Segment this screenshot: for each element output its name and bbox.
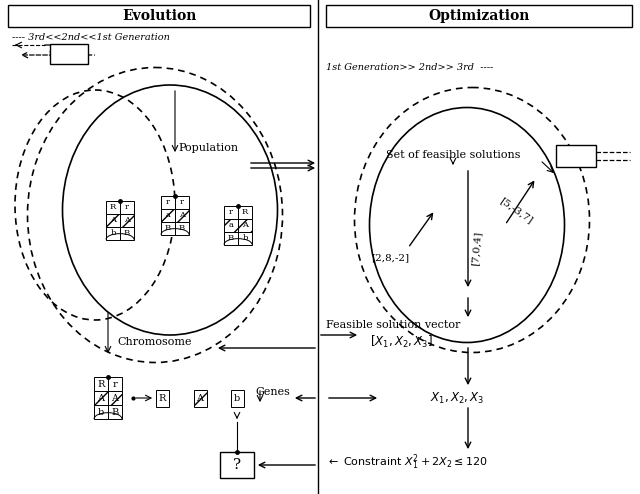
Bar <box>94 405 108 419</box>
Text: A: A <box>111 394 118 403</box>
Bar <box>120 227 134 240</box>
Text: ---- 3rd<<2nd<<1st Generation: ---- 3rd<<2nd<<1st Generation <box>12 34 170 42</box>
Bar <box>94 391 108 405</box>
Bar <box>193 389 207 407</box>
Bar <box>175 196 189 208</box>
Bar <box>230 389 243 407</box>
Text: $[X_1, X_2, X_3]$: $[X_1, X_2, X_3]$ <box>370 334 433 350</box>
Text: a: a <box>166 211 170 219</box>
Text: Population: Population <box>178 143 238 153</box>
Text: Evolution: Evolution <box>122 9 196 23</box>
Bar <box>161 221 175 235</box>
Text: B: B <box>179 224 185 232</box>
Bar <box>106 201 120 213</box>
Text: B: B <box>124 229 130 237</box>
Bar <box>106 213 120 227</box>
Text: $\leftarrow$ Constraint $X_1^2 + 2X_2 \leq 120$: $\leftarrow$ Constraint $X_1^2 + 2X_2 \l… <box>326 452 488 472</box>
Text: B: B <box>111 408 118 416</box>
Text: A: A <box>196 394 204 403</box>
Bar <box>161 196 175 208</box>
Text: R: R <box>97 379 105 388</box>
Bar <box>161 208 175 221</box>
Text: A: A <box>242 221 248 229</box>
Text: r: r <box>113 379 117 388</box>
Text: ?: ? <box>233 458 241 472</box>
Bar <box>224 206 238 218</box>
Bar <box>175 221 189 235</box>
Text: r: r <box>229 208 233 216</box>
Bar <box>238 206 252 218</box>
Text: A: A <box>97 394 104 403</box>
Text: b: b <box>234 394 240 403</box>
Text: b: b <box>110 229 116 237</box>
Text: b: b <box>98 408 104 416</box>
Text: Chromosome: Chromosome <box>118 337 192 347</box>
Bar <box>108 391 122 405</box>
Text: A: A <box>124 216 130 224</box>
Bar <box>556 145 596 167</box>
Bar <box>120 213 134 227</box>
Text: Set of feasible solutions: Set of feasible solutions <box>386 150 520 160</box>
Bar <box>94 377 108 391</box>
Text: R: R <box>242 208 248 216</box>
Text: $X_1, X_2, X_3$: $X_1, X_2, X_3$ <box>430 390 484 406</box>
Text: Feasible solution vector: Feasible solution vector <box>326 320 460 330</box>
Text: b: b <box>243 234 248 242</box>
Bar <box>326 5 632 27</box>
Text: a: a <box>228 221 234 229</box>
Text: r: r <box>125 203 129 211</box>
Text: Optimization: Optimization <box>428 9 530 23</box>
Bar <box>156 389 168 407</box>
Text: [5,-3,7]: [5,-3,7] <box>498 196 534 225</box>
Bar <box>220 452 254 478</box>
Text: r: r <box>166 198 170 206</box>
Text: B: B <box>165 224 171 232</box>
Bar <box>224 218 238 232</box>
Bar <box>108 405 122 419</box>
Bar <box>175 208 189 221</box>
Bar <box>238 232 252 245</box>
Text: A: A <box>110 216 116 224</box>
Text: r: r <box>180 198 184 206</box>
Bar <box>50 44 88 64</box>
Bar <box>120 201 134 213</box>
Bar <box>106 227 120 240</box>
Text: Genes: Genes <box>255 387 290 397</box>
Text: [7,0,4]: [7,0,4] <box>470 230 482 266</box>
Bar <box>224 232 238 245</box>
Bar <box>238 218 252 232</box>
Text: R: R <box>158 394 166 403</box>
Bar <box>108 377 122 391</box>
Text: R: R <box>110 203 116 211</box>
Text: [2,8,-2]: [2,8,-2] <box>371 253 409 262</box>
Bar <box>8 5 310 27</box>
Text: 1st Generation>> 2nd>> 3rd  ----: 1st Generation>> 2nd>> 3rd ---- <box>326 64 493 73</box>
Text: B: B <box>228 234 234 242</box>
Text: A: A <box>179 211 185 219</box>
